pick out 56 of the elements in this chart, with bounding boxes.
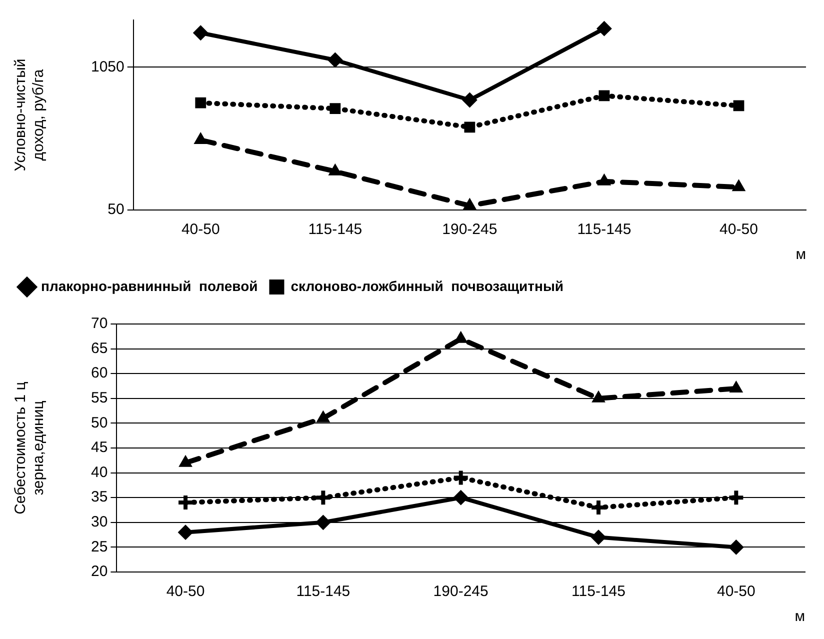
y-tick-label: 70 — [90, 315, 108, 332]
point — [591, 530, 606, 545]
point — [592, 390, 606, 402]
point — [728, 540, 744, 555]
point — [195, 97, 206, 108]
y-axis-title: Себестоимость 1 ц зерна,единиц — [12, 381, 48, 514]
point — [730, 380, 743, 392]
point — [598, 174, 611, 186]
point — [330, 103, 341, 114]
x-tick-label: 190-245 — [433, 583, 488, 600]
point — [453, 490, 468, 506]
point — [178, 524, 194, 540]
y-tick-label: 25 — [90, 538, 108, 556]
y-tick-label: 65 — [90, 340, 108, 357]
x-tick-label: 115-145 — [308, 221, 362, 238]
y-tick-label: 50 — [108, 201, 124, 218]
x-tick-label: 115-145 — [296, 583, 350, 600]
y-tick-label: 45 — [90, 439, 108, 456]
x-tick-label: 40-50 — [716, 583, 756, 600]
y-axis-title: Условно-чистый доход, руб/га — [12, 58, 48, 172]
y-tick-label: 55 — [90, 390, 108, 407]
x-tick-label: 40-50 — [181, 221, 220, 238]
point — [596, 21, 612, 36]
point — [727, 488, 746, 507]
point — [194, 132, 208, 144]
x-tick-label: 115-145 — [572, 583, 626, 600]
x-tick-label: 40-50 — [720, 221, 758, 238]
point — [462, 92, 478, 108]
point — [732, 180, 746, 192]
legend-label: склоново-ложбинный почвозащитный — [290, 278, 564, 294]
point — [316, 514, 331, 530]
x-tick-label: 115-145 — [577, 221, 632, 238]
x-tick-label: 190-245 — [442, 221, 498, 238]
point — [463, 198, 476, 210]
point — [733, 100, 744, 112]
y-tick-label: 1050 — [90, 58, 124, 76]
y-tick-label: 30 — [90, 514, 108, 531]
y-tick-label: 40 — [90, 464, 108, 481]
y-tick-label: 35 — [90, 488, 108, 506]
y-tick-label: 60 — [90, 364, 108, 382]
y-tick-label: 20 — [90, 563, 108, 580]
point — [314, 488, 332, 507]
y-tick-label: 50 — [90, 414, 108, 432]
point — [316, 410, 330, 422]
point — [598, 90, 610, 102]
point — [464, 122, 476, 133]
point — [452, 468, 470, 487]
point — [193, 25, 208, 40]
point — [328, 164, 342, 176]
x-axis-title: м — [796, 246, 806, 264]
x-axis-title: м — [794, 608, 805, 626]
x-tick-label: 40-50 — [166, 583, 205, 600]
point — [178, 455, 192, 467]
legend-label: плакорно-равнинный полевой — [41, 278, 258, 294]
point — [328, 52, 343, 68]
point — [454, 331, 468, 343]
